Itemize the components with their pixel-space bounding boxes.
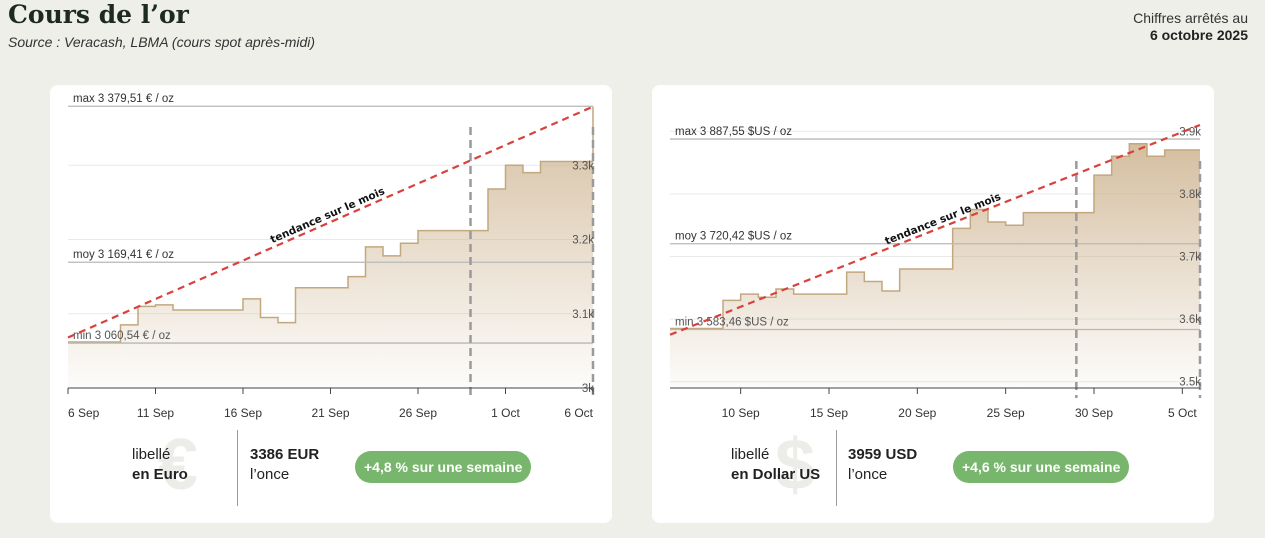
as-of-value: 6 octobre 2025 xyxy=(1149,27,1248,43)
price-line xyxy=(68,106,594,343)
y-tick-label: 3.3k xyxy=(572,160,594,172)
ref-line-label: min 3 583,46 $US / oz xyxy=(675,316,789,328)
x-tick-label: 6 Oct xyxy=(564,406,593,420)
chart-eur: max 3 379,51 € / oz moy 3 169,41 € / oz mi… xyxy=(67,93,595,420)
price-value: 3959 USD xyxy=(848,446,918,463)
x-tick-label: 15 Sep xyxy=(810,406,848,420)
weekly-change-badge: +4,8 % sur une semaine xyxy=(355,451,532,483)
price-block: 3386 EUR l’once xyxy=(250,445,319,485)
currency-label-line2: en Euro xyxy=(132,466,188,483)
currency-label-line1: libellé xyxy=(731,446,770,463)
weekly-change-badge: +4,6 % sur une semaine xyxy=(953,451,1130,483)
x-tick-label: 21 Sep xyxy=(311,406,349,420)
x-tick-label: 10 Sep xyxy=(722,406,760,420)
ref-line-label: min 3 060,54 € / oz xyxy=(73,330,171,342)
y-tick-label: 3.9k xyxy=(1179,126,1201,138)
gold-price-card-usd: max 3 887,55 $US / oz moy 3 720,42 $US / … xyxy=(652,85,1214,523)
x-tick-label: 16 Sep xyxy=(224,406,262,420)
footer-divider xyxy=(836,430,837,506)
y-tick-label: 3.6k xyxy=(1179,314,1201,326)
ref-line-label: max 3 887,55 $US / oz xyxy=(675,126,792,138)
footer-divider xyxy=(237,430,238,506)
price-block: 3959 USD l’once xyxy=(848,445,917,485)
x-tick-label: 20 Sep xyxy=(898,406,936,420)
y-tick-label: 3k xyxy=(582,383,594,395)
price-area xyxy=(670,143,1200,388)
source-note: Source : Veracash, LBMA (cours spot aprè… xyxy=(8,34,316,50)
price-unit: l’once xyxy=(250,466,290,483)
x-tick-label: 6 Sep xyxy=(68,406,100,420)
x-tick-label: 26 Sep xyxy=(399,406,437,420)
trend-label: tendance sur le mois xyxy=(269,185,387,246)
x-tick-label: 25 Sep xyxy=(987,406,1025,420)
price-line xyxy=(670,143,1200,330)
currency-label: libellé en Dollar US xyxy=(731,445,820,485)
as-of-date: Chiffres arrêtés au 6 octobre 2025 xyxy=(1133,10,1248,44)
ref-line-label: moy 3 720,42 $US / oz xyxy=(675,231,792,243)
x-tick-label: 5 Oct xyxy=(1168,406,1197,420)
y-tick-label: 3.2k xyxy=(572,235,594,247)
as-of-label: Chiffres arrêtés au xyxy=(1133,10,1248,26)
dollar-symbol-icon: $ xyxy=(775,425,816,505)
x-tick-label: 1 Oct xyxy=(491,406,520,420)
ref-line-label: moy 3 169,41 € / oz xyxy=(73,249,174,261)
x-tick-label: 30 Sep xyxy=(1075,406,1113,420)
gold-price-card-eur: max 3 379,51 € / oz moy 3 169,41 € / oz mi… xyxy=(50,85,612,523)
y-tick-label: 3.1k xyxy=(572,309,594,321)
ref-line-label: max 3 379,51 € / oz xyxy=(73,93,174,105)
y-tick-label: 3.5k xyxy=(1179,377,1201,389)
y-tick-label: 3.8k xyxy=(1179,189,1201,201)
price-unit: l’once xyxy=(848,466,888,483)
x-tick-label: 11 Sep xyxy=(137,406,174,420)
price-value: 3386 EUR xyxy=(250,446,320,463)
chart-usd: max 3 887,55 $US / oz moy 3 720,42 $US / … xyxy=(669,123,1202,420)
euro-symbol-icon: € xyxy=(158,425,199,505)
price-area xyxy=(68,106,593,388)
currency-label-line1: libellé xyxy=(132,446,171,463)
page-title: Cours de l’or xyxy=(8,0,189,29)
y-tick-label: 3.7k xyxy=(1179,252,1201,264)
currency-label-line2: en Dollar US xyxy=(731,466,821,483)
currency-label: libellé en Euro xyxy=(132,445,188,485)
